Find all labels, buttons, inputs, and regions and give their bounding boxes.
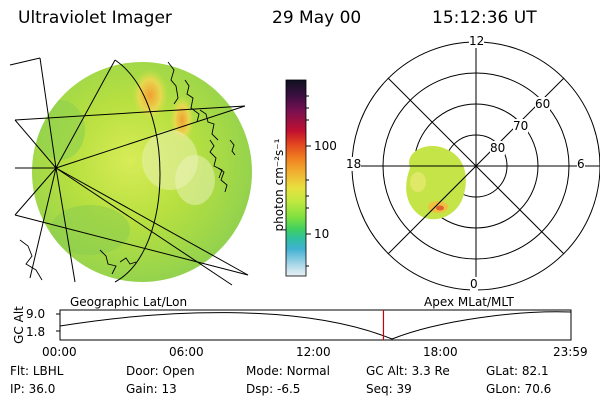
mlt-label-right: 6 [577,157,585,171]
coastlines [19,61,236,281]
info-dsp: Dsp: -6.5 [246,382,301,396]
lat-label-60: 60 [535,97,551,111]
timeline-x-tick: 12:00 [296,345,331,359]
info-gc-alt: GC Alt: 3.3 Re [366,364,450,378]
colorbar-label: photon cm⁻²s⁻¹ [272,138,286,232]
info-door: Door: Open [126,364,195,378]
timeline-x-tick: 06:00 [169,345,204,359]
emission-patch [132,69,168,121]
left-panel-caption: Geographic Lat/Lon [70,295,188,309]
info-gain: Gain: 13 [126,382,177,396]
info-glon: GLon: 70.6 [486,382,552,396]
colorbar-tick-label: 100 [314,139,337,153]
auroral-oval [406,146,466,220]
timeline-y-tick: 9.0 [26,307,46,321]
timeline-x-tick: 18:00 [423,345,458,359]
timeline-y-label: GC Alt [12,306,26,344]
info-filter: Flt: LBHL [10,364,64,378]
timeline-y-tick: 1.8 [26,325,46,339]
date-label: 29 May 00 [272,8,362,28]
timeline-x-tick: 23:59 [553,345,588,359]
altitude-timeline [56,309,572,341]
mlt-label-top: 12 [469,34,485,48]
orbit-altitude-curve [59,311,572,340]
info-mode: Mode: Normal [246,364,330,378]
mlt-label-left: 18 [346,157,362,171]
instrument-title: Ultraviolet Imager [18,8,172,28]
uv-image-disk [9,57,252,286]
timeline-x-tick: 00:00 [42,345,77,359]
lat-label-80: 80 [490,141,506,155]
polar-plot [351,41,600,291]
colorbar [285,79,311,277]
right-panel-caption: Apex MLat/MLT [424,295,514,309]
mlt-label-bottom: 0 [470,277,478,291]
info-seq: Seq: 39 [366,382,412,396]
info-ip: IP: 36.0 [10,382,56,396]
geo-grid [9,57,249,286]
lat-label-70: 70 [513,119,529,133]
time-label: 15:12:36 UT [432,8,537,28]
info-glat: GLat: 82.1 [486,364,549,378]
colorbar-tick-label: 10 [314,227,330,241]
